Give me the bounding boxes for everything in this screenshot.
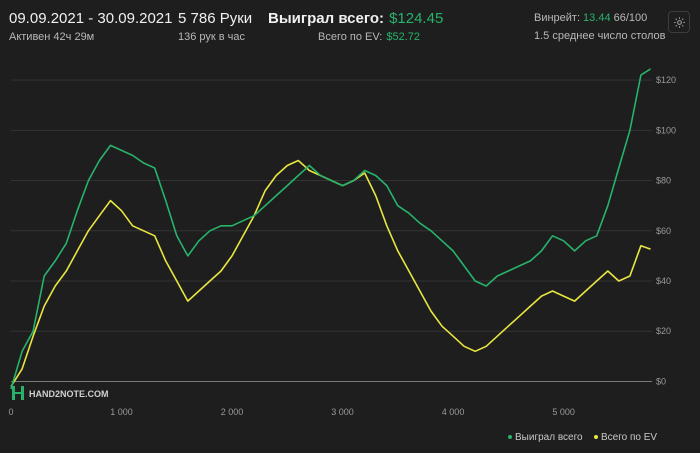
won-total: Выиграл всего: $124.45 [268,10,443,27]
winrate-suffix: 66/100 [613,12,648,24]
active-time: Активен 42ч 29м [9,31,95,43]
gear-icon [673,16,685,28]
y-tick-label: $100 [656,125,676,135]
x-tick-label: 3 000 [331,407,354,417]
legend-ev-swatch [594,435,598,440]
x-tick-label: 2 000 [221,407,244,417]
ev-total: Всего по EV: $52.72 [318,31,420,43]
legend-won-label: Выиграл всего [515,432,583,443]
y-tick-label: $20 [656,326,671,336]
hands-count: 5 786 Руки [178,10,253,27]
x-axis-ticks: 0 1 000 2 000 3 000 4 000 5 000 [8,407,574,417]
series-ev-line [10,159,651,387]
x-tick-label: 1 000 [110,407,133,417]
ev-total-value: $52.72 [386,31,421,43]
winrate-value: 13.44 [583,12,611,24]
y-axis-ticks: $0 $20 $40 $60 $80 $100 $120 [656,75,676,386]
legend-ev[interactable]: Всего по EV [594,432,657,443]
y-tick-label: $0 [656,376,666,386]
y-tick-label: $120 [656,75,676,85]
legend-won-swatch [508,435,512,440]
series-lines [10,68,651,390]
ev-total-label: Всего по EV: [318,31,383,43]
won-total-value: $124.45 [389,10,444,27]
date-range[interactable]: 09.09.2021 - 30.09.2021 [9,10,173,27]
x-tick-label: 5 000 [552,407,575,417]
series-won-line [10,68,651,390]
settings-button[interactable] [668,11,690,33]
y-tick-label: $80 [656,176,671,186]
legend-ev-label: Всего по EV [601,432,658,443]
watermark-text: HAND2NOTE.COM [29,389,109,399]
hand2note-logo [12,386,24,400]
stats-header: 09.09.2021 - 30.09.2021 Активен 42ч 29м … [0,0,700,50]
x-tick-label: 4 000 [442,407,465,417]
avg-tables: 1.5 среднее число столов [534,30,666,42]
y-tick-label: $40 [656,276,671,286]
winrate-label: Винрейт: [534,12,581,24]
hands-per-hour: 136 рук в час [178,31,246,43]
grid-lines [11,79,652,382]
winrate: Винрейт: 13.44 66/100 [534,12,647,24]
x-tick-label: 0 [8,407,13,417]
y-tick-label: $60 [656,226,671,236]
won-total-label: Выиграл всего: [268,10,385,27]
legend-won[interactable]: Выиграл всего [508,432,583,443]
hand2note-watermark: HAND2NOTE.COM [12,386,109,400]
